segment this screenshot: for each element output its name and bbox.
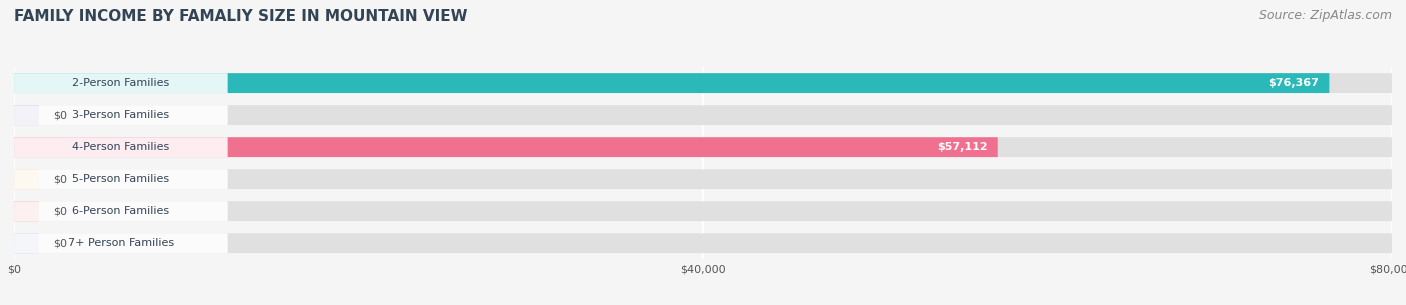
FancyBboxPatch shape bbox=[14, 201, 1392, 221]
FancyBboxPatch shape bbox=[14, 105, 39, 125]
Text: $57,112: $57,112 bbox=[936, 142, 987, 152]
FancyBboxPatch shape bbox=[14, 233, 1392, 253]
FancyBboxPatch shape bbox=[14, 233, 228, 253]
Text: 2-Person Families: 2-Person Families bbox=[72, 78, 170, 88]
FancyBboxPatch shape bbox=[14, 73, 1329, 93]
FancyBboxPatch shape bbox=[14, 137, 1392, 157]
FancyBboxPatch shape bbox=[14, 169, 39, 189]
Text: FAMILY INCOME BY FAMALIY SIZE IN MOUNTAIN VIEW: FAMILY INCOME BY FAMALIY SIZE IN MOUNTAI… bbox=[14, 9, 468, 24]
FancyBboxPatch shape bbox=[14, 73, 1392, 93]
Text: 3-Person Families: 3-Person Families bbox=[72, 110, 169, 120]
Text: $0: $0 bbox=[52, 206, 66, 216]
FancyBboxPatch shape bbox=[14, 201, 39, 221]
FancyBboxPatch shape bbox=[14, 137, 228, 157]
FancyBboxPatch shape bbox=[14, 169, 228, 189]
FancyBboxPatch shape bbox=[14, 201, 228, 221]
Text: $76,367: $76,367 bbox=[1268, 78, 1319, 88]
Text: 5-Person Families: 5-Person Families bbox=[72, 174, 169, 184]
Text: $0: $0 bbox=[52, 238, 66, 248]
Text: $0: $0 bbox=[52, 110, 66, 120]
Text: Source: ZipAtlas.com: Source: ZipAtlas.com bbox=[1258, 9, 1392, 22]
FancyBboxPatch shape bbox=[14, 169, 1392, 189]
FancyBboxPatch shape bbox=[14, 105, 228, 125]
Text: 6-Person Families: 6-Person Families bbox=[72, 206, 169, 216]
Text: $0: $0 bbox=[52, 174, 66, 184]
FancyBboxPatch shape bbox=[14, 73, 228, 93]
Text: 4-Person Families: 4-Person Families bbox=[72, 142, 170, 152]
FancyBboxPatch shape bbox=[14, 233, 39, 253]
FancyBboxPatch shape bbox=[14, 137, 998, 157]
FancyBboxPatch shape bbox=[14, 105, 1392, 125]
Text: 7+ Person Families: 7+ Person Families bbox=[67, 238, 174, 248]
